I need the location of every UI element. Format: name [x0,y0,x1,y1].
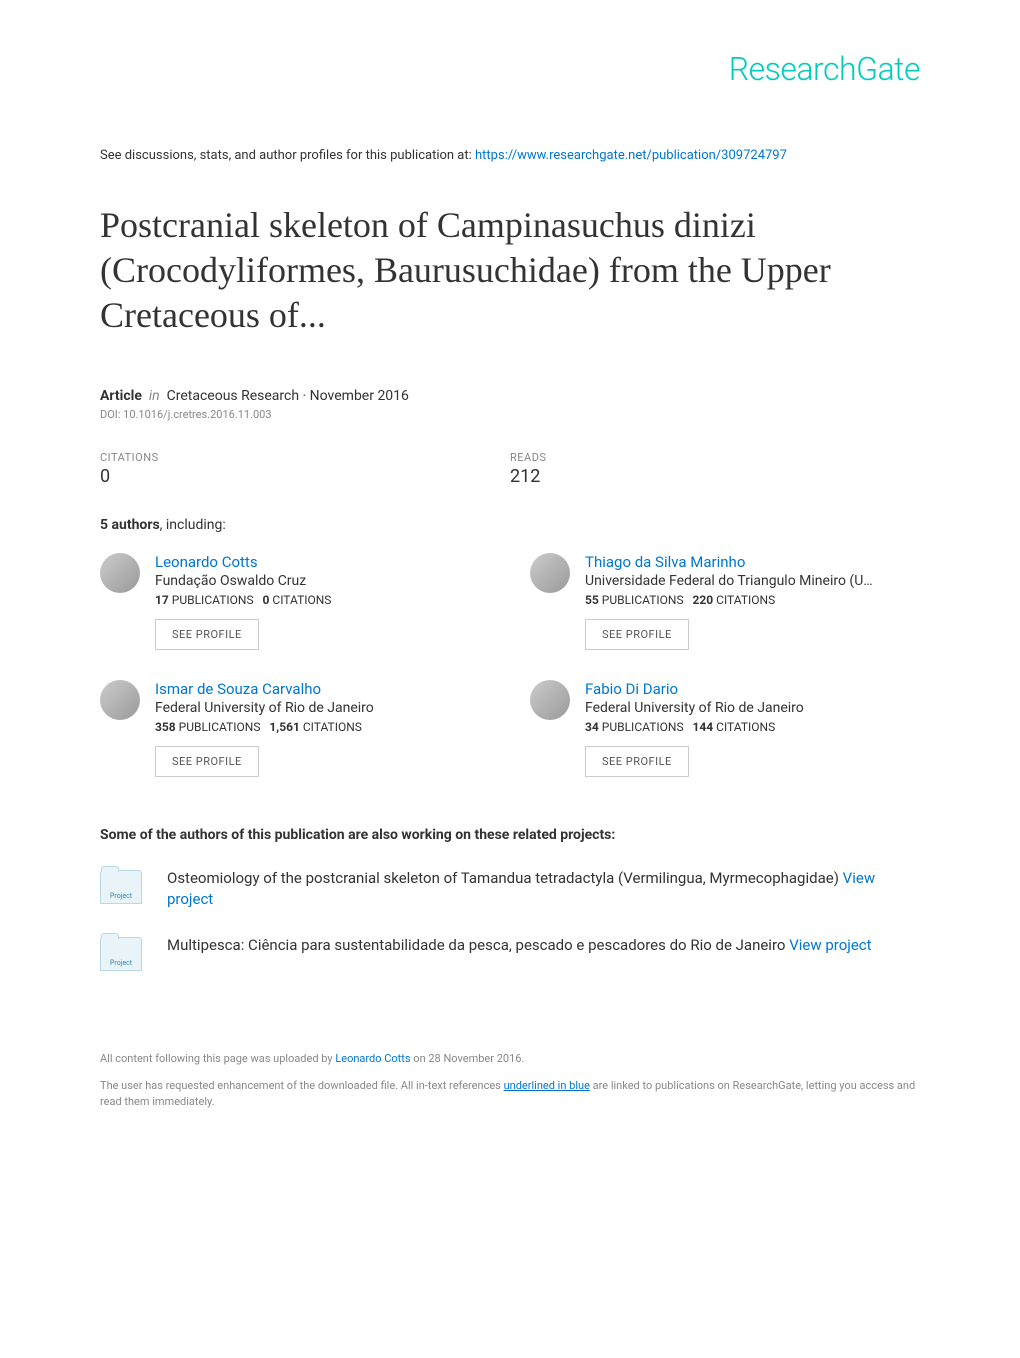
authors-count: 5 authors [100,517,160,533]
author-card: Fabio Di Dario Federal University of Rio… [530,680,920,777]
footer-text: All content following this page was uplo… [100,1052,335,1065]
avatar[interactable] [100,553,140,593]
cits-word: CITATIONS [716,720,775,734]
pubs-word: PUBLICATIONS [602,720,684,734]
citations-label: CITATIONS [100,451,510,464]
author-info: Ismar de Souza Carvalho Federal Universi… [155,680,490,777]
author-pubs-count: 17 [155,593,169,607]
footer: All content following this page was uplo… [100,1051,920,1111]
authors-heading-rest: , including: [160,517,226,533]
author-stats: 17 PUBLICATIONS 0 CITATIONS [155,593,490,607]
in-word: in [149,388,160,404]
pubs-word: PUBLICATIONS [179,720,261,734]
footer-enhancement-line: The user has requested enhancement of th… [100,1078,920,1111]
author-name-link[interactable]: Fabio Di Dario [585,680,920,698]
project-folder-icon[interactable]: Project [100,870,142,904]
author-info: Leonardo Cotts Fundação Oswaldo Cruz 17 … [155,553,490,650]
project-icon-label: Project [110,959,132,967]
project-icon-label: Project [110,892,132,900]
pubs-word: PUBLICATIONS [602,593,684,607]
author-affiliation: Federal University of Rio de Janeiro [585,700,905,716]
project-title: Osteomiology of the postcranial skeleton… [167,869,839,887]
avatar[interactable] [530,553,570,593]
publication-url-link[interactable]: https://www.researchgate.net/publication… [475,148,787,163]
cits-word: CITATIONS [716,593,775,607]
author-cits-count: 0 [263,593,270,607]
citations-block: CITATIONS 0 [100,451,510,487]
project-item: Project Multipesca: Ciência para sustent… [100,935,920,971]
author-pubs-count: 55 [585,593,599,607]
see-profile-button[interactable]: SEE PROFILE [155,746,259,777]
author-stats: 34 PUBLICATIONS 144 CITATIONS [585,720,920,734]
project-item: Project Osteomiology of the postcranial … [100,868,920,910]
cits-word: CITATIONS [272,593,331,607]
author-pubs-count: 358 [155,720,176,734]
underlined-blue-text: underlined in blue [504,1079,590,1092]
author-info: Fabio Di Dario Federal University of Rio… [585,680,920,777]
avatar[interactable] [530,680,570,720]
discussion-prefix: See discussions, stats, and author profi… [100,148,475,163]
project-title: Multipesca: Ciência para sustentabilidad… [167,936,785,954]
authors-heading: 5 authors, including: [100,517,920,533]
author-pubs-count: 34 [585,720,599,734]
reads-block: READS 212 [510,451,920,487]
author-affiliation: Federal University of Rio de Janeiro [155,700,475,716]
author-card: Leonardo Cotts Fundação Oswaldo Cruz 17 … [100,553,490,650]
author-name-link[interactable]: Leonardo Cotts [155,553,490,571]
author-affiliation: Fundação Oswaldo Cruz [155,573,475,589]
footer-upload-line: All content following this page was uplo… [100,1051,920,1068]
author-stats: 55 PUBLICATIONS 220 CITATIONS [585,593,920,607]
journal-and-date: Cretaceous Research · November 2016 [167,388,409,404]
author-stats: 358 PUBLICATIONS 1,561 CITATIONS [155,720,490,734]
authors-grid: Leonardo Cotts Fundação Oswaldo Cruz 17 … [100,553,920,777]
article-meta: Article in Cretaceous Research · Novembe… [100,388,920,404]
discussion-line: See discussions, stats, and author profi… [100,148,920,163]
author-cits-count: 1,561 [269,720,300,734]
citations-value: 0 [100,466,510,487]
author-card: Ismar de Souza Carvalho Federal Universi… [100,680,490,777]
project-text: Multipesca: Ciência para sustentabilidad… [167,935,872,971]
view-project-link[interactable]: View project [789,936,871,954]
uploader-link[interactable]: Leonardo Cotts [335,1052,410,1065]
project-text: Osteomiology of the postcranial skeleton… [167,868,920,910]
projects-heading: Some of the authors of this publication … [100,827,920,843]
author-name-link[interactable]: Ismar de Souza Carvalho [155,680,490,698]
stats-row: CITATIONS 0 READS 212 [100,451,920,487]
footer-text: on 28 November 2016. [411,1052,525,1065]
publication-title[interactable]: Postcranial skeleton of Campinasuchus di… [100,203,920,338]
footer-text: The user has requested enhancement of th… [100,1079,504,1092]
author-name-link[interactable]: Thiago da Silva Marinho [585,553,920,571]
see-profile-button[interactable]: SEE PROFILE [585,619,689,650]
avatar[interactable] [100,680,140,720]
pubs-word: PUBLICATIONS [172,593,254,607]
author-card: Thiago da Silva Marinho Universidade Fed… [530,553,920,650]
project-folder-icon[interactable]: Project [100,937,142,971]
author-affiliation: Universidade Federal do Triangulo Mineir… [585,573,905,589]
author-info: Thiago da Silva Marinho Universidade Fed… [585,553,920,650]
see-profile-button[interactable]: SEE PROFILE [585,746,689,777]
article-type: Article [100,388,142,404]
brand-logo[interactable]: ResearchGate [100,50,920,88]
author-cits-count: 220 [693,593,714,607]
doi-text: DOI: 10.1016/j.cretres.2016.11.003 [100,408,920,421]
cits-word: CITATIONS [303,720,362,734]
reads-value: 212 [510,466,920,487]
see-profile-button[interactable]: SEE PROFILE [155,619,259,650]
author-cits-count: 144 [693,720,714,734]
reads-label: READS [510,451,920,464]
